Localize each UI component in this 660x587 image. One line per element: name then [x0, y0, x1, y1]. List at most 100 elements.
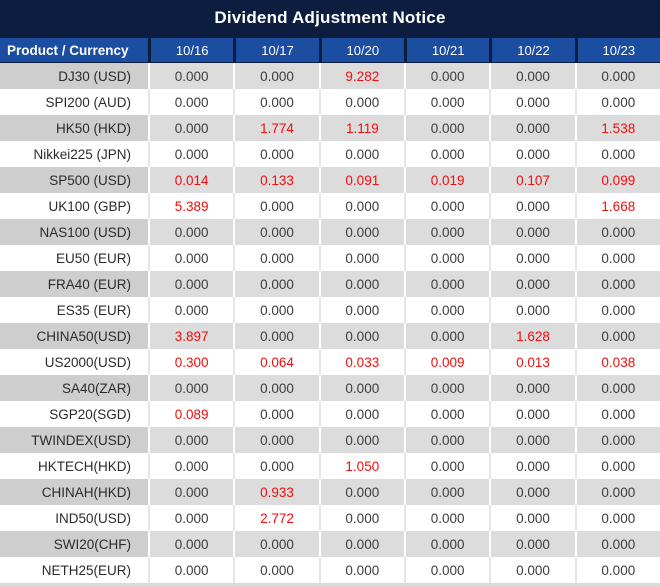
value-cell: 1.774	[233, 115, 319, 141]
value-cell: 1.050	[318, 453, 404, 479]
value-cell: 0.000	[489, 193, 575, 219]
table-row: DJ30 (USD) 0.000 0.000 9.282 0.000 0.000 0.00…	[0, 63, 660, 89]
product-cell: SPI200 (AUD)	[0, 89, 148, 115]
value-cell: 0.000	[489, 219, 575, 245]
value-cell: 0.009	[404, 349, 490, 375]
value-cell: 0.000	[318, 401, 404, 427]
value-cell: 0.000	[233, 193, 319, 219]
value-cell: 0.000	[489, 479, 575, 505]
value-cell: 0.000	[233, 297, 319, 323]
value-cell: 0.000	[574, 453, 660, 479]
value-cell: 0.000	[404, 115, 490, 141]
value-cell: 0.000	[318, 141, 404, 167]
value-cell: 0.000	[148, 531, 234, 557]
table-row: EU50 (EUR) 0.000 0.000 0.000 0.000 0.000 0.00…	[0, 245, 660, 271]
value-cell: 3.897	[148, 323, 234, 349]
table-row: FRA40 (EUR) 0.000 0.000 0.000 0.000 0.000 0.0…	[0, 271, 660, 297]
value-cell: 0.000	[233, 323, 319, 349]
product-cell: CHINA50(USD)	[0, 323, 148, 349]
value-cell: 9.282	[318, 63, 404, 89]
value-cell: 0.000	[148, 63, 234, 89]
product-cell: NETH25(EUR)	[0, 557, 148, 583]
value-cell: 0.000	[574, 271, 660, 297]
value-cell: 0.000	[574, 375, 660, 401]
product-cell: HKTECH(HKD)	[0, 453, 148, 479]
column-header-date-4: 10/21	[404, 38, 489, 62]
title-bar: Dividend Adjustment Notice	[0, 0, 660, 36]
value-cell: 0.000	[574, 505, 660, 531]
value-cell: 0.000	[574, 401, 660, 427]
value-cell: 0.000	[404, 245, 490, 271]
table-row: ES35 (EUR) 0.000 0.000 0.000 0.000 0.000 0.00…	[0, 297, 660, 323]
value-cell: 0.000	[318, 89, 404, 115]
table-row: HKTECH(HKD) 0.000 0.000 1.050 0.000 0.000 0.0…	[0, 453, 660, 479]
value-cell: 0.000	[233, 63, 319, 89]
value-cell: 2.772	[233, 505, 319, 531]
value-cell: 0.089	[148, 401, 234, 427]
value-cell: 0.000	[489, 271, 575, 297]
value-cell: 0.000	[404, 219, 490, 245]
table-body: DJ30 (USD) 0.000 0.000 9.282 0.000 0.000 0.00…	[0, 63, 660, 583]
value-cell: 0.000	[318, 505, 404, 531]
product-cell: DJ30 (USD)	[0, 63, 148, 89]
value-cell: 5.389	[148, 193, 234, 219]
table-row: UK100 (GBP) 5.389 0.000 0.000 0.000 0.000 1.6…	[0, 193, 660, 219]
value-cell: 0.000	[404, 427, 490, 453]
value-cell: 0.000	[318, 245, 404, 271]
value-cell: 0.000	[233, 271, 319, 297]
value-cell: 0.000	[489, 375, 575, 401]
value-cell: 0.000	[404, 141, 490, 167]
value-cell: 0.000	[233, 453, 319, 479]
product-cell: TWINDEX(USD)	[0, 427, 148, 453]
value-cell: 0.000	[148, 245, 234, 271]
value-cell: 0.000	[489, 531, 575, 557]
value-cell: 0.000	[574, 297, 660, 323]
value-cell: 1.628	[489, 323, 575, 349]
value-cell: 0.000	[404, 271, 490, 297]
value-cell: 0.000	[148, 375, 234, 401]
product-cell: SGP20(SGD)	[0, 401, 148, 427]
value-cell: 0.000	[489, 115, 575, 141]
product-cell: SA40(ZAR)	[0, 375, 148, 401]
value-cell: 0.000	[233, 141, 319, 167]
value-cell: 0.000	[574, 63, 660, 89]
value-cell: 0.033	[318, 349, 404, 375]
value-cell: 0.000	[489, 453, 575, 479]
value-cell: 0.107	[489, 167, 575, 193]
column-header-product-currency: Product / Currency	[7, 42, 129, 58]
value-cell: 0.000	[489, 505, 575, 531]
product-cell: ES35 (EUR)	[0, 297, 148, 323]
value-cell: 0.013	[489, 349, 575, 375]
product-cell: US2000(USD)	[0, 349, 148, 375]
value-cell: 0.000	[574, 427, 660, 453]
value-cell: 0.000	[148, 89, 234, 115]
value-cell: 0.000	[148, 141, 234, 167]
table-row: HK50 (HKD) 0.000 1.774 1.119 0.000 0.000 1.53…	[0, 115, 660, 141]
value-cell: 0.000	[574, 323, 660, 349]
table-row: SA40(ZAR) 0.000 0.000 0.000 0.000 0.000 0.000	[0, 375, 660, 401]
value-cell: 0.000	[318, 427, 404, 453]
value-cell: 0.000	[148, 505, 234, 531]
table-row: IND50(USD) 0.000 2.772 0.000 0.000 0.000 0.00…	[0, 505, 660, 531]
value-cell: 0.000	[233, 401, 319, 427]
product-cell: CHINAH(HKD)	[0, 479, 148, 505]
value-cell: 0.000	[233, 219, 319, 245]
table-row: NAS100 (USD) 0.000 0.000 0.000 0.000 0.000 0.…	[0, 219, 660, 245]
table-header-row: Product / Currency 10/16 10/17 10/20 10/…	[0, 36, 660, 63]
value-cell: 0.000	[318, 479, 404, 505]
value-cell: 0.000	[574, 141, 660, 167]
value-cell: 0.000	[233, 557, 319, 583]
table-row: SPI200 (AUD) 0.000 0.000 0.000 0.000 0.000 0.…	[0, 89, 660, 115]
table-row: NETH25(EUR) 0.000 0.000 0.000 0.000 0.000 0.0…	[0, 557, 660, 583]
column-header-date-1: 10/16	[148, 38, 233, 62]
value-cell: 0.000	[148, 427, 234, 453]
value-cell: 0.000	[489, 427, 575, 453]
value-cell: 0.000	[318, 271, 404, 297]
product-cell: IND50(USD)	[0, 505, 148, 531]
value-cell: 0.000	[148, 219, 234, 245]
value-cell: 0.000	[148, 115, 234, 141]
value-cell: 0.000	[404, 297, 490, 323]
column-header-date-6: 10/23	[574, 38, 660, 62]
value-cell: 0.933	[233, 479, 319, 505]
value-cell: 0.000	[318, 219, 404, 245]
